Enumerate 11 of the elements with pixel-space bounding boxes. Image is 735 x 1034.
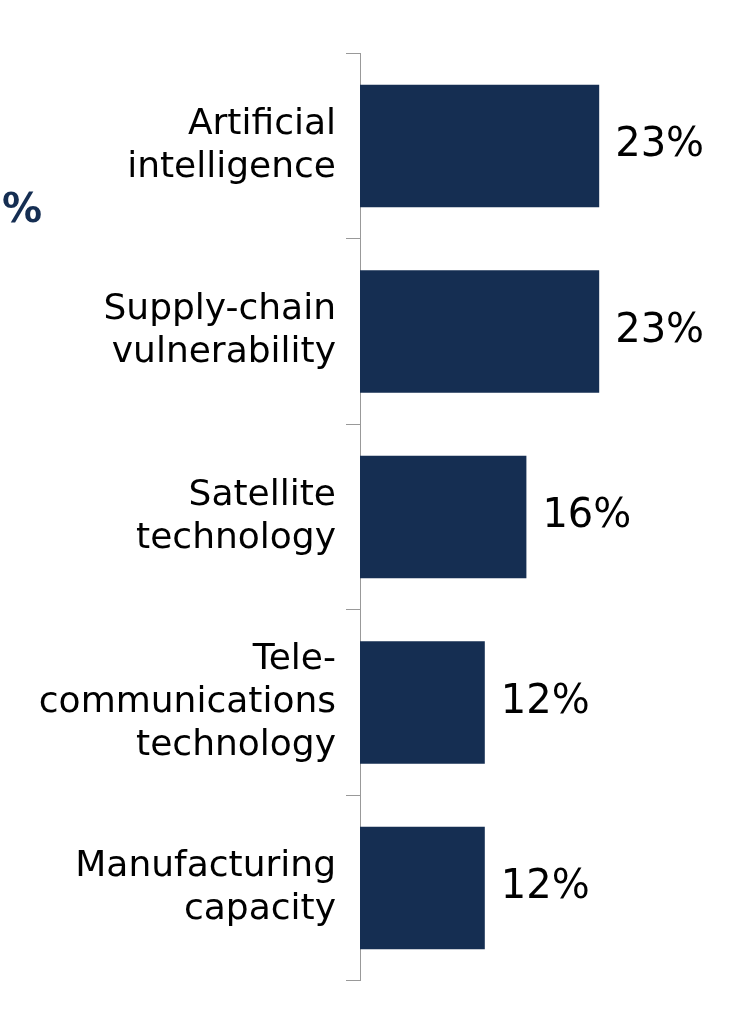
- data-label: 12%: [500, 861, 590, 908]
- y-tick-label: Tele- communications technology: [38, 635, 336, 764]
- data-label: 23%: [615, 304, 705, 351]
- data-label: 16%: [542, 490, 632, 537]
- y-tick-label: Satellite technology: [136, 471, 336, 556]
- data-label: 23%: [615, 119, 705, 166]
- y-tick-label: Supply-chain vulnerability: [103, 286, 336, 371]
- text: %: [2, 185, 43, 231]
- y-tick-label: Manufacturing capacity: [75, 842, 336, 927]
- data-label: 12%: [500, 675, 590, 722]
- y-tick-label: Artificial intelligence: [127, 100, 336, 185]
